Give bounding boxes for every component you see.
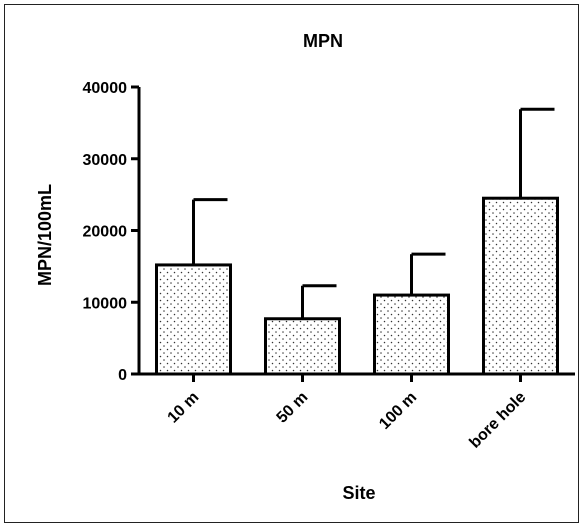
x-axis: 10 m 50 m 100 m bore hole xyxy=(131,372,575,452)
chart-frame: MPN Site MPN/100mL 0 10000 20000 30000 40000… xyxy=(4,4,579,523)
y-tick-label: 30000 xyxy=(83,152,128,169)
x-tick-label: 10 m xyxy=(165,389,203,427)
bars xyxy=(155,107,559,376)
y-tick-label: 0 xyxy=(118,367,127,384)
y-tick-label: 10000 xyxy=(83,295,128,312)
y-tick-label: 20000 xyxy=(83,224,128,241)
y-axis: 0 10000 20000 30000 40000 xyxy=(83,80,141,384)
x-tick-label: 50 m xyxy=(274,389,312,427)
x-tick-label: bore hole xyxy=(466,389,529,452)
y-tick-label: 40000 xyxy=(83,80,128,97)
bar xyxy=(482,196,559,376)
bar xyxy=(264,317,341,376)
x-tick-label: 100 m xyxy=(376,389,420,433)
bar xyxy=(373,293,450,376)
y-axis-label: MPN/100mL xyxy=(35,184,55,286)
x-axis-label: Site xyxy=(342,483,375,503)
bar-chart: MPN Site MPN/100mL 0 10000 20000 30000 40000… xyxy=(35,31,575,503)
chart-title: MPN xyxy=(303,31,343,51)
bar xyxy=(155,263,232,376)
